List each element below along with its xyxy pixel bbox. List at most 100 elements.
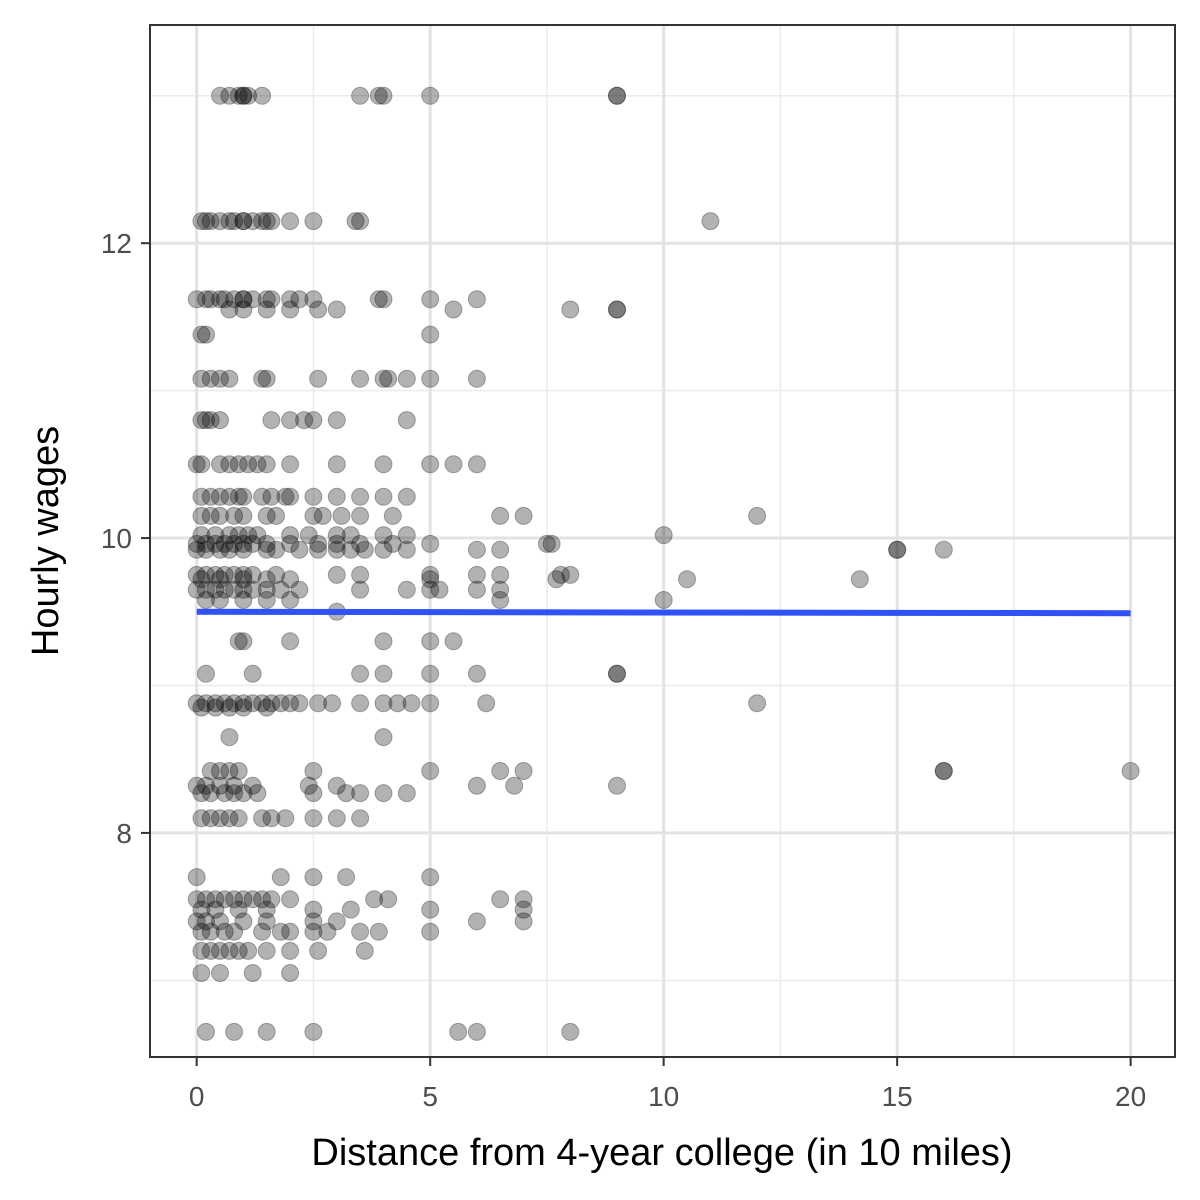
data-point	[281, 591, 300, 609]
x-axis-title: Distance from 4-year college (in 10 mile…	[311, 1132, 1012, 1174]
data-point	[243, 890, 262, 909]
data-point	[257, 540, 276, 559]
data-point	[201, 369, 220, 388]
data-point	[608, 664, 626, 683]
data-point	[206, 565, 225, 584]
data-point	[934, 762, 953, 780]
data-point	[229, 809, 248, 828]
data-point	[211, 762, 229, 780]
data-point	[374, 455, 393, 474]
fit-line	[196, 608, 1131, 617]
data-point	[197, 540, 215, 559]
data-point	[187, 580, 206, 599]
data-point	[304, 411, 323, 430]
data-point	[215, 922, 234, 941]
data-point	[281, 455, 300, 474]
data-point	[327, 300, 346, 319]
data-point	[374, 694, 393, 713]
data-point	[281, 212, 300, 231]
data-point	[421, 290, 440, 309]
data-point	[201, 487, 220, 506]
data-point	[220, 86, 239, 105]
data-point	[257, 506, 276, 525]
data-point	[187, 868, 206, 887]
data-point	[220, 212, 239, 231]
data-point	[374, 487, 393, 506]
data-point	[934, 540, 953, 559]
data-point	[192, 922, 211, 941]
data-point	[281, 487, 300, 506]
data-point	[351, 809, 370, 828]
data-point	[304, 868, 323, 887]
data-point	[192, 506, 211, 525]
data-point	[201, 212, 220, 231]
data-point	[234, 506, 253, 525]
data-point	[505, 776, 524, 795]
data-point	[192, 526, 211, 545]
data-point	[229, 86, 248, 105]
data-point	[421, 455, 440, 474]
data-point	[281, 534, 300, 553]
data-point	[234, 698, 253, 717]
data-point	[229, 526, 248, 545]
data-point	[262, 411, 281, 430]
data-point	[551, 565, 570, 584]
data-point	[337, 868, 356, 887]
data-point	[234, 300, 253, 319]
data-point	[215, 534, 234, 553]
data-point	[239, 526, 258, 545]
data-point	[397, 526, 416, 545]
data-point	[197, 580, 215, 599]
data-point	[299, 526, 318, 545]
data-point	[374, 369, 393, 388]
data-point	[547, 570, 566, 589]
data-point	[192, 964, 211, 982]
data-point	[332, 506, 351, 525]
data-point	[253, 212, 272, 231]
data-point	[281, 922, 300, 941]
data-point	[187, 776, 206, 795]
data-point	[262, 290, 281, 309]
data-point	[388, 694, 407, 713]
data-point	[327, 526, 346, 545]
data-point	[262, 487, 281, 506]
data-point	[253, 694, 272, 713]
data-point	[449, 1022, 468, 1041]
data-point	[234, 632, 253, 651]
data-point	[215, 784, 234, 803]
data-point	[327, 540, 346, 559]
data-point	[234, 487, 253, 506]
data-point	[187, 290, 206, 309]
data-point	[421, 762, 440, 780]
data-point	[467, 290, 486, 309]
data-point	[187, 694, 206, 713]
data-point	[243, 580, 262, 599]
data-point	[430, 580, 449, 599]
data-point	[290, 694, 309, 713]
data-point	[327, 809, 346, 828]
data-point	[197, 534, 215, 553]
data-point	[467, 664, 486, 683]
data-point	[253, 890, 272, 909]
data-point	[234, 534, 253, 553]
data-point	[187, 540, 206, 559]
x-tick-label: 20	[1115, 1081, 1146, 1112]
data-point	[397, 540, 416, 559]
data-point	[369, 86, 388, 105]
data-point	[608, 300, 626, 319]
data-point	[491, 506, 510, 525]
data-point	[351, 664, 370, 683]
data-point	[253, 86, 272, 105]
data-point	[197, 776, 215, 795]
data-point	[514, 890, 533, 909]
data-point	[313, 506, 332, 525]
data-point	[248, 526, 267, 545]
data-point	[304, 290, 323, 309]
data-point	[491, 540, 510, 559]
data-point	[337, 784, 356, 803]
data-point	[421, 922, 440, 941]
data-point	[374, 784, 393, 803]
data-point	[253, 369, 272, 388]
y-tick-label: 12	[101, 228, 132, 259]
data-point	[262, 212, 281, 231]
